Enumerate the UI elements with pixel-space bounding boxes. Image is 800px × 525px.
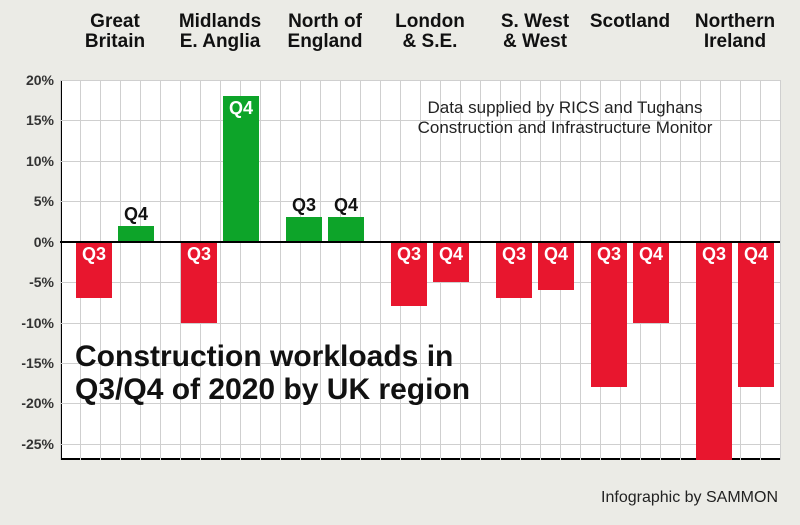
bar-label-q4: Q4	[633, 244, 669, 265]
bar-q3: Q3	[591, 242, 627, 388]
region-label: Northern Ireland	[680, 12, 790, 52]
bar-q4	[118, 226, 154, 242]
bar-label-q3: Q3	[696, 244, 732, 265]
bar-label-q3: Q3	[391, 244, 427, 265]
bar-label-q3: Q3	[76, 244, 112, 265]
bar-label-q3: Q3	[591, 244, 627, 265]
bar-q3: Q3	[391, 242, 427, 307]
bar-q4: Q4	[433, 242, 469, 282]
bar-q3: Q3	[76, 242, 112, 299]
y-tick-label: -25%	[4, 436, 54, 452]
bar-q3	[286, 217, 322, 241]
region-label: S. West & West	[480, 12, 590, 52]
chart-title-line1: Construction workloads in	[75, 340, 453, 373]
region-label: Midlands E. Anglia	[165, 12, 275, 52]
infographic-credit: Infographic by SAMMON	[601, 489, 778, 507]
bar-label-q3: Q3	[496, 244, 532, 265]
bar-q3: Q3	[181, 242, 217, 323]
bar-q4: Q4	[538, 242, 574, 291]
gridline-v	[60, 80, 61, 460]
chart-title: Construction workloads in Q3/Q4 of 2020 …	[75, 340, 470, 406]
bar-label-q4: Q4	[328, 195, 364, 216]
bar-label-q3: Q3	[181, 244, 217, 265]
region-label: Great Britain	[60, 12, 170, 52]
bar-label-q4: Q4	[738, 244, 774, 265]
bar-label-q4: Q4	[433, 244, 469, 265]
y-tick-label: 0%	[4, 234, 54, 250]
data-note-line1: Data supplied by RICS and Tughans	[427, 98, 702, 117]
region-label: North of England	[270, 12, 380, 52]
region-label: Scotland	[575, 12, 685, 32]
y-tick-label: -5%	[4, 274, 54, 290]
credit-text: Infographic by SAMMON	[601, 489, 778, 506]
bar-q3: Q3	[496, 242, 532, 299]
y-tick-label: -15%	[4, 355, 54, 371]
chart-title-line2: Q3/Q4 of 2020 by UK region	[75, 373, 470, 406]
bar-label-q3: Q3	[286, 195, 322, 216]
y-tick-label: -20%	[4, 395, 54, 411]
bar-q4: Q4	[223, 96, 259, 242]
bar-label-q4: Q4	[223, 98, 259, 119]
bar-label-q4: Q4	[118, 204, 154, 225]
data-source-note: Data supplied by RICS and Tughans Constr…	[380, 98, 750, 137]
y-tick-label: 20%	[4, 72, 54, 88]
y-tick-label: 5%	[4, 193, 54, 209]
bar-q4	[328, 217, 364, 241]
y-tick-label: -10%	[4, 315, 54, 331]
bar-q3: Q3	[696, 242, 732, 460]
data-note-line2: Construction and Infrastructure Monitor	[418, 118, 713, 137]
bar-q4: Q4	[738, 242, 774, 388]
bar-q4: Q4	[633, 242, 669, 323]
chart-container: Q3 Q4 Q3 Q4 Q3 Q4 Q3 Q4 Q3 Q4 Q3 Q4 Q3 Q4 Constructio…	[0, 0, 800, 525]
zero-axis-line	[60, 241, 780, 243]
gridline-v	[780, 80, 781, 460]
y-tick-label: 15%	[4, 112, 54, 128]
bar-label-q4: Q4	[538, 244, 574, 265]
region-label: London & S.E.	[375, 12, 485, 52]
y-tick-label: 10%	[4, 153, 54, 169]
